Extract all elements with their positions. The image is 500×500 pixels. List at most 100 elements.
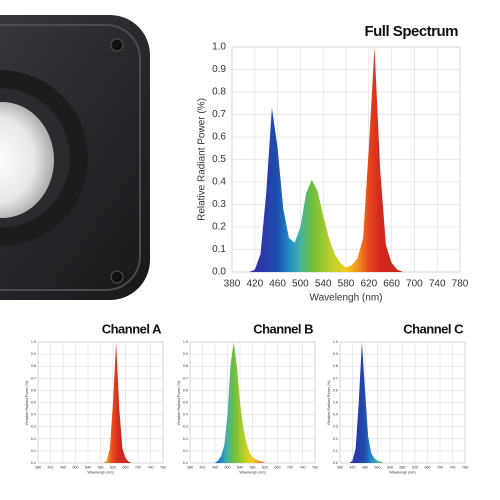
x-axis-label: Wavelengh (nm) (310, 293, 383, 304)
x-tick-label: 420 (48, 465, 54, 469)
x-tick-label: 540 (237, 465, 243, 469)
y-tick-label: 0.9 (333, 352, 338, 356)
y-tick-label: 0.6 (31, 388, 36, 392)
x-tick-label: 700 (287, 465, 293, 469)
x-tick-label: 620 (360, 279, 377, 290)
x-tick-label: 500 (225, 465, 231, 469)
y-tick-label: 0.3 (31, 425, 36, 429)
y-tick-label: 0.5 (183, 400, 188, 404)
y-axis-label: Relative Radiant Power (%) (327, 380, 331, 424)
x-tick-label: 660 (425, 465, 431, 469)
x-axis-label: Wavelengh (nm) (389, 470, 415, 474)
y-tick-label: 0.1 (31, 449, 36, 453)
y-axis-label: Relative Radiant Power (%) (177, 380, 181, 424)
x-axis-label: Wavelengh (nm) (239, 470, 265, 474)
x-tick-label: 660 (383, 279, 400, 290)
y-tick-label: 0.5 (333, 400, 338, 404)
y-tick-label: 0.6 (333, 388, 338, 392)
x-tick-label: 620 (110, 465, 116, 469)
spectrum-area (232, 47, 460, 272)
x-tick-label: 460 (269, 279, 286, 290)
y-tick-label: 0.8 (183, 364, 188, 368)
x-tick-label: 580 (338, 279, 355, 290)
y-tick-label: 0.0 (183, 461, 188, 465)
x-tick-label: 700 (437, 465, 443, 469)
y-tick-label: 0.8 (212, 87, 226, 98)
y-tick-label: 0.1 (183, 449, 188, 453)
x-tick-label: 500 (375, 465, 381, 469)
y-tick-label: 0.4 (212, 177, 226, 188)
y-tick-label: 0.7 (212, 109, 226, 120)
x-tick-label: 460 (212, 465, 218, 469)
chart-title: Channel B (253, 321, 313, 336)
y-tick-label: 0.7 (183, 376, 188, 380)
y-tick-label: 0.4 (183, 413, 188, 417)
x-tick-label: 580 (250, 465, 256, 469)
y-axis-label: Relative Radiant Power (%) (197, 98, 208, 221)
x-tick-label: 660 (123, 465, 129, 469)
x-tick-label: 500 (292, 279, 309, 290)
x-tick-label: 620 (412, 465, 418, 469)
y-tick-label: 0.3 (333, 425, 338, 429)
y-tick-label: 0.5 (31, 400, 36, 404)
y-tick-label: 0.2 (183, 437, 188, 441)
x-tick-label: 740 (429, 279, 446, 290)
x-tick-label: 460 (362, 465, 368, 469)
y-tick-label: 0.3 (183, 425, 188, 429)
y-tick-label: 1.0 (31, 340, 36, 344)
y-tick-label: 0.9 (183, 352, 188, 356)
y-tick-label: 1.0 (333, 340, 338, 344)
y-tick-label: 0.4 (333, 413, 338, 417)
y-tick-label: 0.1 (333, 449, 338, 453)
y-tick-label: 0.8 (31, 364, 36, 368)
x-tick-label: 420 (200, 465, 206, 469)
x-tick-label: 500 (73, 465, 79, 469)
y-tick-label: 0.0 (31, 461, 36, 465)
y-tick-label: 0.6 (183, 388, 188, 392)
x-tick-label: 780 (160, 465, 166, 469)
x-tick-label: 580 (98, 465, 104, 469)
chart-title: Full Spectrum (364, 23, 458, 40)
x-tick-label: 660 (275, 465, 281, 469)
spectrum-area (340, 342, 465, 463)
y-tick-label: 0.9 (212, 64, 226, 75)
fixture-photo (0, 15, 150, 300)
x-tick-label: 540 (315, 279, 332, 290)
x-tick-label: 540 (85, 465, 91, 469)
x-tick-label: 740 (300, 465, 306, 469)
x-tick-label: 380 (35, 465, 41, 469)
y-tick-label: 0.9 (31, 352, 36, 356)
x-tick-label: 380 (337, 465, 343, 469)
x-axis-label: Wavelengh (nm) (87, 470, 113, 474)
y-tick-label: 0.6 (212, 132, 226, 143)
chart-title: Channel A (102, 321, 162, 336)
x-tick-label: 420 (246, 279, 263, 290)
x-tick-label: 580 (400, 465, 406, 469)
y-tick-label: 0.5 (212, 154, 226, 165)
y-tick-label: 1.0 (183, 340, 188, 344)
x-tick-label: 380 (187, 465, 193, 469)
x-tick-label: 380 (224, 279, 241, 290)
x-tick-label: 540 (387, 465, 393, 469)
x-tick-label: 740 (148, 465, 154, 469)
x-tick-label: 780 (462, 465, 468, 469)
y-tick-label: 0.4 (31, 413, 36, 417)
y-tick-label: 0.0 (333, 461, 338, 465)
x-tick-label: 740 (450, 465, 456, 469)
y-tick-label: 0.2 (31, 437, 36, 441)
y-tick-label: 0.7 (333, 376, 338, 380)
x-tick-label: 780 (312, 465, 318, 469)
y-tick-label: 1.0 (212, 42, 226, 53)
y-tick-label: 0.8 (333, 364, 338, 368)
x-tick-label: 460 (60, 465, 66, 469)
y-tick-label: 0.3 (212, 199, 226, 210)
x-tick-label: 700 (406, 279, 423, 290)
y-tick-label: 0.1 (212, 244, 226, 255)
x-tick-label: 420 (350, 465, 356, 469)
x-tick-label: 620 (262, 465, 268, 469)
x-tick-label: 780 (452, 279, 469, 290)
x-tick-label: 700 (135, 465, 141, 469)
y-axis-label: Relative Radiant Power (%) (25, 380, 29, 424)
y-tick-label: 0.0 (212, 267, 226, 278)
